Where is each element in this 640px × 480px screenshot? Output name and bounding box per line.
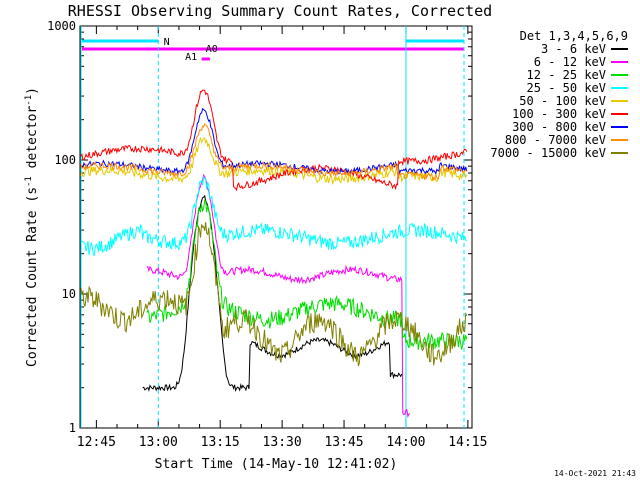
legend-label: 25 - 50 keV — [527, 81, 606, 95]
axes-group: 1 10 100 1000 12:45 13:00 13:15 13:30 13:45 14:00… — [47, 19, 487, 450]
attenuator-overlays: N A0 A1 — [80, 26, 465, 428]
legend-label: 12 - 25 keV — [527, 68, 606, 82]
legend-label: 300 - 800 keV — [512, 120, 606, 134]
x-tick-label: 13:00 — [139, 435, 178, 450]
chart-title: RHESSI Observing Summary Count Rates, Co… — [68, 2, 492, 20]
footer-timestamp: 14-Oct-2021 21:43 — [554, 469, 636, 478]
series-line-3 — [146, 198, 468, 350]
y-axis-label: Corrected Count Rate (s-1 detector-1) — [24, 87, 40, 367]
series-line-8 — [80, 123, 467, 182]
legend-label: 6 - 12 keV — [534, 55, 606, 69]
legend-title: Det 1,3,4,5,6,9 — [520, 29, 628, 43]
y-tick-label: 100 — [54, 153, 76, 167]
series-line-2 — [146, 173, 410, 418]
flag-label-a0: A0 — [206, 44, 218, 55]
legend-label: 800 - 7000 keV — [505, 133, 606, 147]
series-line-7 — [80, 107, 468, 176]
plot-frame — [79, 25, 473, 429]
y-tick-label: 10 — [62, 287, 76, 301]
legend-label: 7000 - 15000 keV — [490, 146, 606, 160]
x-tick-label: 13:15 — [201, 435, 240, 450]
x-tick-label: 14:00 — [386, 435, 425, 450]
legend-label: 3 - 6 keV — [541, 42, 606, 56]
series-line-4 — [80, 175, 468, 257]
x-tick-label: 12:45 — [77, 435, 116, 450]
series-group — [80, 89, 468, 418]
legend-label: 100 - 300 keV — [512, 107, 606, 121]
flag-label-a1: A1 — [185, 52, 197, 63]
legend-label: 50 - 100 keV — [519, 94, 606, 108]
series-line-1 — [142, 194, 403, 392]
x-tick-label: 14:15 — [448, 435, 487, 450]
y-tick-label: 1 — [69, 421, 76, 435]
x-tick-label: 13:30 — [263, 435, 302, 450]
x-axis-label: Start Time (14-May-10 12:41:02) — [155, 457, 398, 472]
x-tick-label: 13:45 — [324, 435, 363, 450]
series-line-9 — [80, 222, 468, 367]
series-line-5 — [80, 136, 468, 186]
series-line-6 — [80, 89, 468, 192]
y-tick-label: 1000 — [47, 19, 76, 33]
flag-label-n: N — [164, 37, 170, 48]
